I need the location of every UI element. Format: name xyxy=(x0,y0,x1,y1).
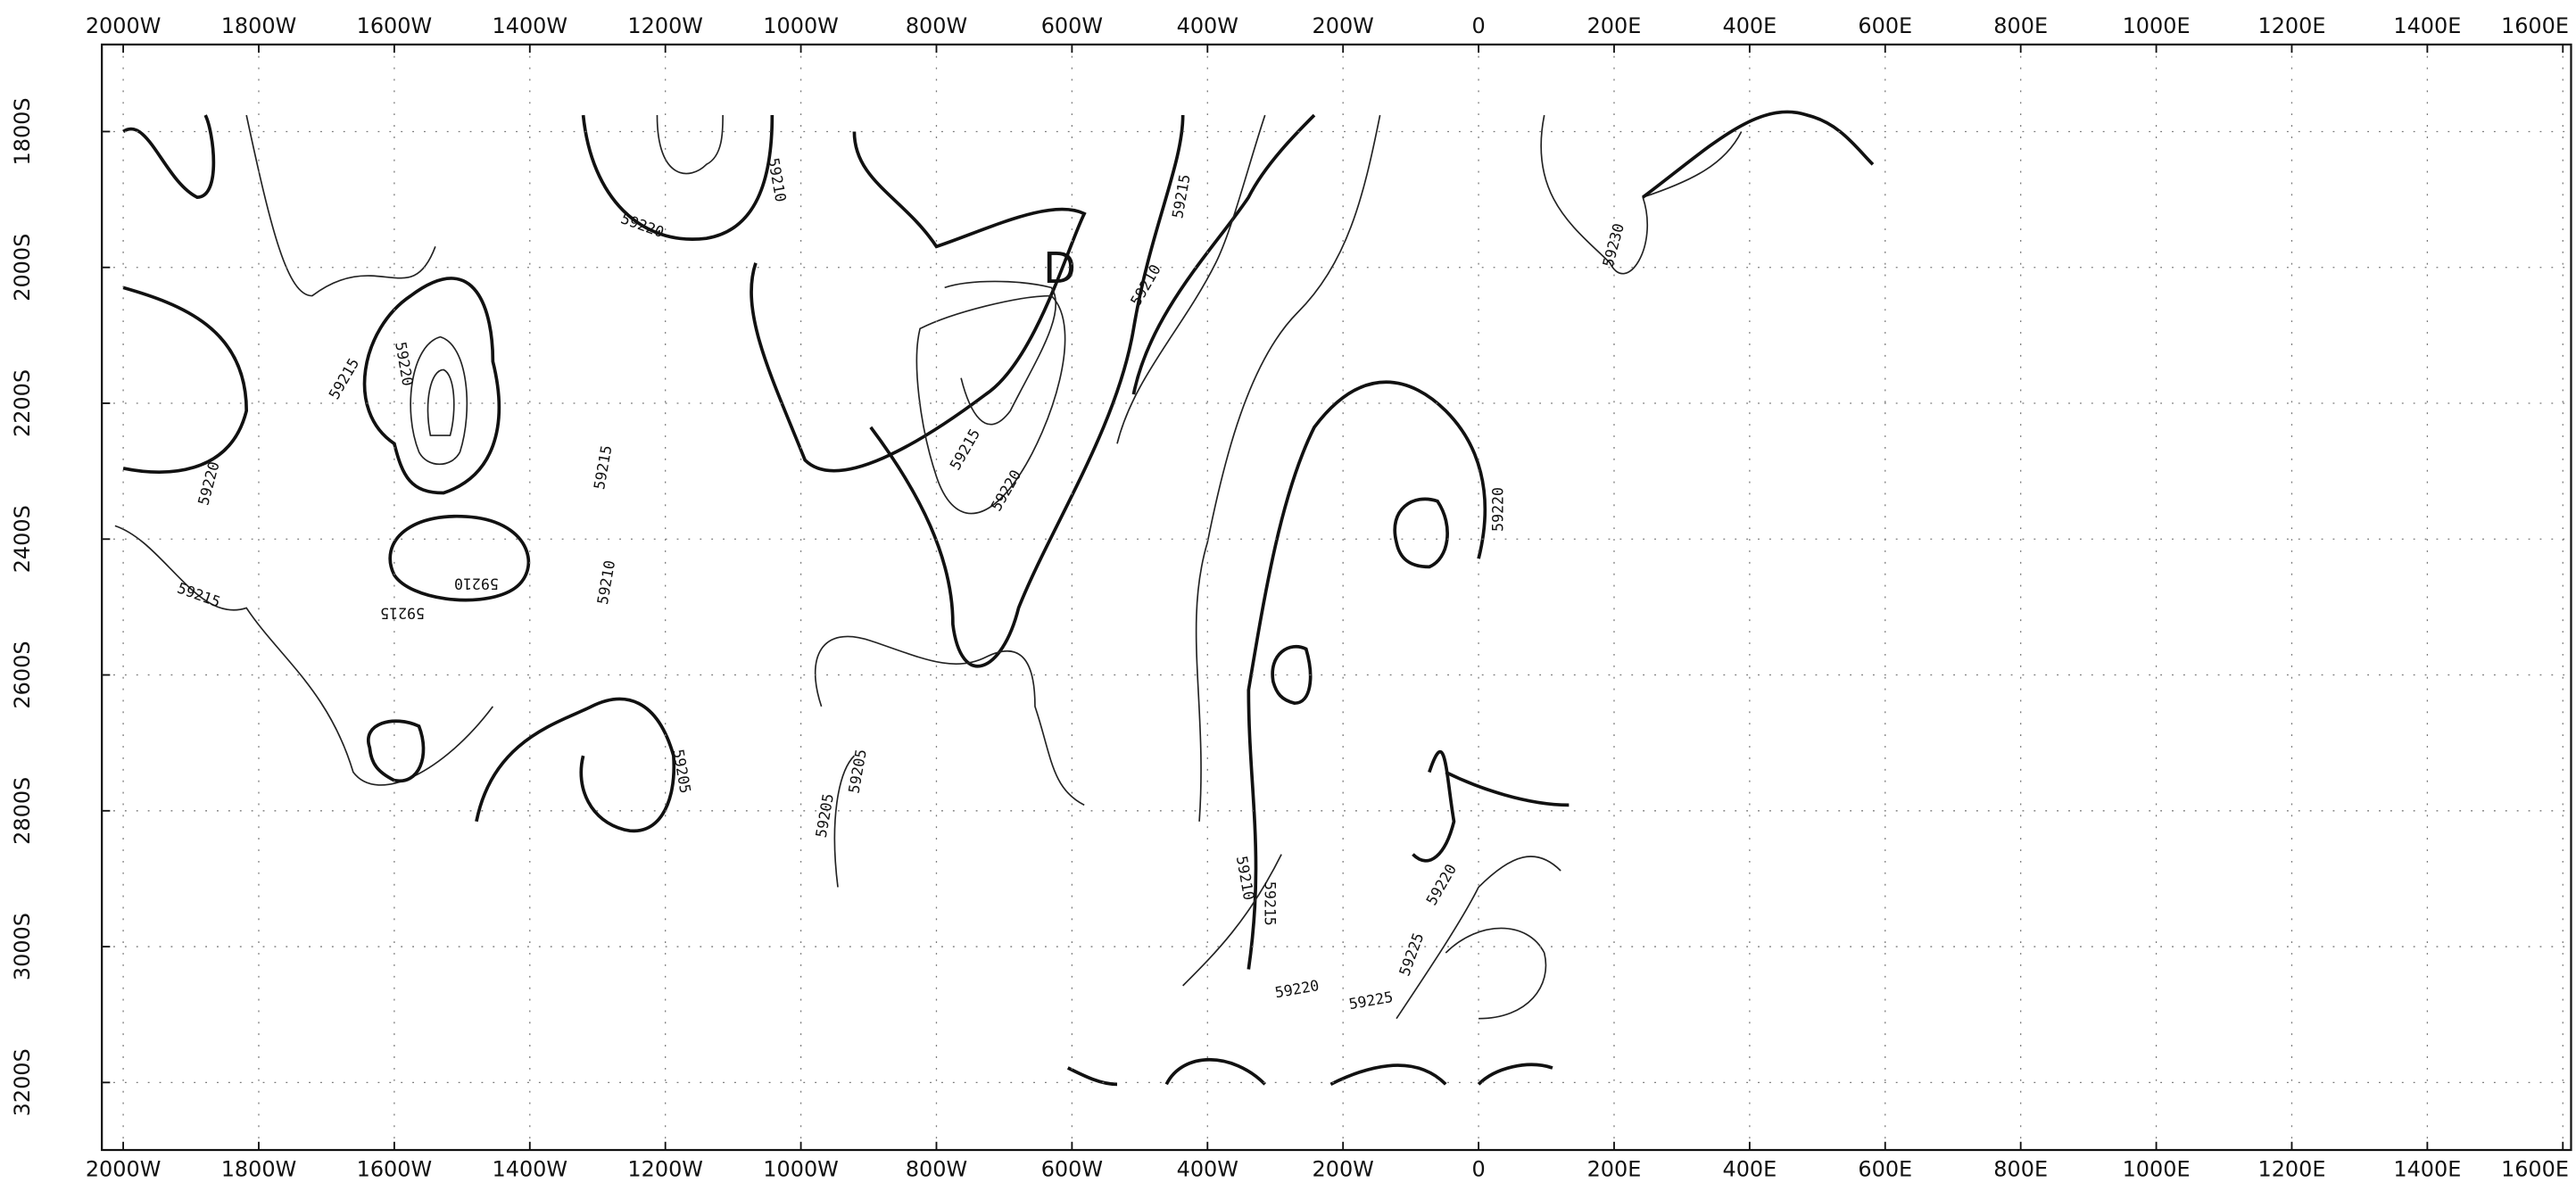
contour-label: 59210 xyxy=(594,559,618,606)
contour-label: 59210 xyxy=(1233,855,1257,901)
x-tick-label: 1000E xyxy=(2123,1156,2191,1181)
contours xyxy=(114,110,1875,1087)
y-tick-label: 2400S xyxy=(10,505,35,573)
x-tick-label: 2000W xyxy=(86,13,162,38)
x-tick-label: 0 xyxy=(1471,13,1485,38)
x-tick-label: 1400W xyxy=(493,13,568,38)
x-tick-label: 200E xyxy=(1587,13,1642,38)
contour-label: 59220 xyxy=(1490,487,1507,532)
x-tick-label: 0 xyxy=(1471,1156,1485,1181)
y-tick-label: 2600S xyxy=(10,641,35,708)
x-tick-label: 400E xyxy=(1722,13,1777,38)
y-tick-label: 3000S xyxy=(10,913,35,980)
contour-label: 59220 xyxy=(988,467,1024,514)
x-tick-label: 1400E xyxy=(2393,13,2461,38)
contour-label: 59215 xyxy=(175,580,222,611)
contour-label: 59205 xyxy=(813,792,837,839)
x-tick-label: 200E xyxy=(1587,1156,1642,1181)
x-tick-label: 1200E xyxy=(2257,13,2325,38)
contour-label: 59220 xyxy=(392,341,416,387)
x-tick-label: 1600W xyxy=(357,13,433,38)
contour-label: 59215 xyxy=(947,426,983,473)
contour-label: 59210 xyxy=(454,575,499,592)
y-tick-label: 1800S xyxy=(10,97,35,165)
contour-label: 59220 xyxy=(1273,977,1320,1001)
x-tick-label: 1200E xyxy=(2257,1156,2325,1181)
x-tick-label: 1400W xyxy=(493,1156,568,1181)
x-tick-label: 600W xyxy=(1041,13,1103,38)
frame xyxy=(101,43,2572,1152)
x-tick-label: 1200W xyxy=(627,13,703,38)
y-tick-label: 2800S xyxy=(10,777,35,845)
y-tick-label: 2200S xyxy=(10,369,35,437)
x-tick-label: 1000E xyxy=(2123,13,2191,38)
x-tick-label: 1800W xyxy=(221,13,297,38)
x-tick-label: 1200W xyxy=(627,1156,703,1181)
x-tick-label: 1400E xyxy=(2393,1156,2461,1181)
y-tick-label: 2000S xyxy=(10,234,35,302)
contour-label: 59220 xyxy=(1423,861,1460,908)
x-tick-label: 800E xyxy=(1993,1156,2048,1181)
x-tick-label: 800W xyxy=(906,13,967,38)
contour-label: 59220 xyxy=(618,210,666,241)
x-tick-label: 1000W xyxy=(763,1156,839,1181)
contour-label: 59230 xyxy=(1600,221,1628,269)
contour-label: 59210 xyxy=(1127,261,1164,309)
x-tick-label: 200W xyxy=(1313,13,1374,38)
x-tick-label: 200W xyxy=(1313,1156,1374,1181)
contour-label: 59215 xyxy=(591,444,615,491)
x-tick-label: 1000W xyxy=(763,13,839,38)
contour-label: 59215 xyxy=(326,355,362,402)
contour-label: 59225 xyxy=(1347,989,1394,1013)
contour-label: 59210 xyxy=(765,157,789,203)
marker-label: D xyxy=(1043,244,1076,294)
contour-label: 59205 xyxy=(846,748,870,794)
x-tick-label: 800W xyxy=(906,1156,967,1181)
x-tick-label: 2000W xyxy=(86,1156,162,1181)
x-tick-label: 600E xyxy=(1858,1156,1912,1181)
x-tick-label: 1600W xyxy=(357,1156,433,1181)
x-tick-label: 600E xyxy=(1858,13,1912,38)
x-tick-label: 1600E xyxy=(2501,13,2569,38)
x-tick-label: 1600E xyxy=(2501,1156,2569,1181)
y-tick-label: 3200S xyxy=(10,1048,35,1116)
x-tick-label: 800E xyxy=(1993,13,2048,38)
x-tick-label: 400W xyxy=(1177,13,1238,38)
contour-label: 59225 xyxy=(1396,931,1427,978)
x-tick-label: 600W xyxy=(1041,1156,1103,1181)
x-tick-label: 1800W xyxy=(221,1156,297,1181)
x-tick-label: 400E xyxy=(1722,1156,1777,1181)
contour-label: 59215 xyxy=(380,604,425,621)
x-tick-label: 400W xyxy=(1177,1156,1238,1181)
contour-label: 59215 xyxy=(1262,881,1279,926)
